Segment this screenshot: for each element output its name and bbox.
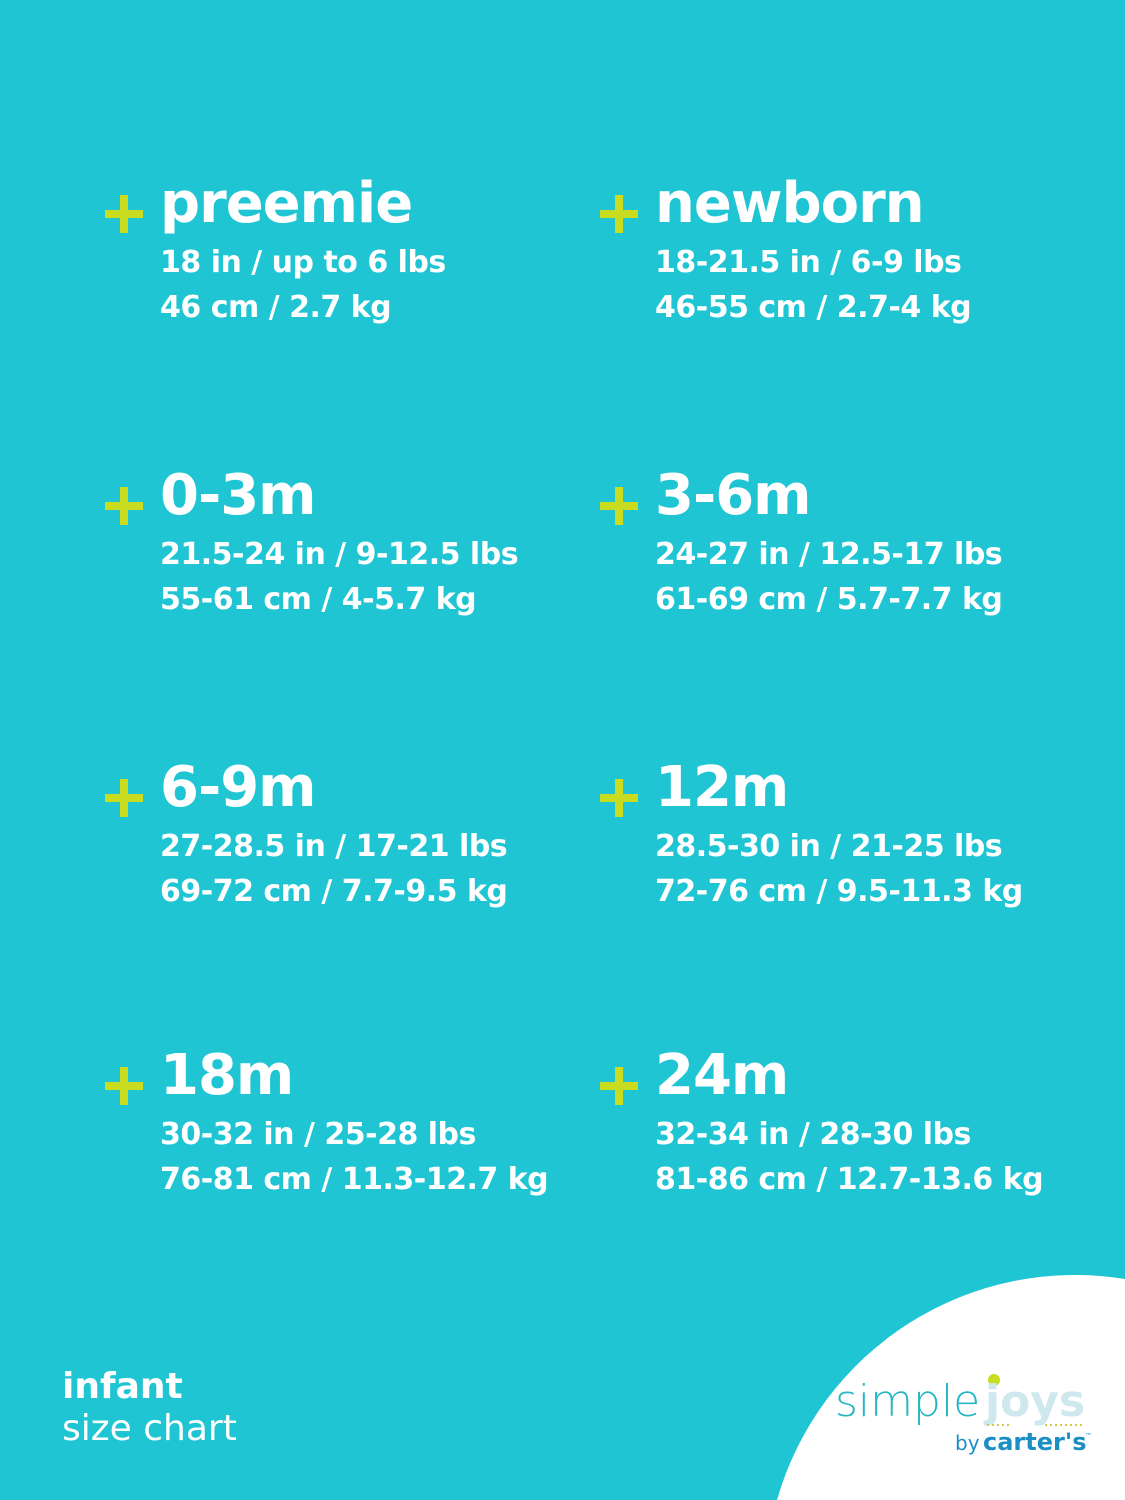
logo-word-simple: simple [835, 1376, 980, 1427]
size-imperial: 24-27 in / 12.5-17 lbs [655, 537, 1003, 572]
chart-label-infant: infant [62, 1366, 183, 1407]
logo-trademark: ™ [1085, 1432, 1092, 1440]
plus-icon [600, 779, 638, 817]
size-metric: 72-76 cm / 9.5-11.3 kg [655, 874, 1023, 909]
size-label: 24m [655, 1043, 789, 1108]
size-metric: 76-81 cm / 11.3-12.7 kg [160, 1162, 549, 1197]
size-imperial: 32-34 in / 28-30 lbs [655, 1117, 971, 1152]
logo-badge-background [777, 1275, 1125, 1500]
logo-by: by [955, 1431, 980, 1455]
size-label: newborn [655, 171, 925, 236]
size-imperial: 30-32 in / 25-28 lbs [160, 1117, 476, 1152]
size-label: 0-3m [160, 463, 317, 528]
plus-icon [105, 1067, 143, 1105]
plus-icon [600, 1067, 638, 1105]
size-metric: 61-69 cm / 5.7-7.7 kg [655, 582, 1003, 617]
size-imperial: 28.5-30 in / 21-25 lbs [655, 829, 1003, 864]
size-imperial: 18 in / up to 6 lbs [160, 245, 446, 280]
size-metric: 46-55 cm / 2.7-4 kg [655, 290, 972, 325]
plus-icon [105, 487, 143, 525]
plus-icon [105, 779, 143, 817]
simple-joys-logo: simple joys by carter's ™ [835, 1374, 1092, 1456]
size-imperial: 21.5-24 in / 9-12.5 lbs [160, 537, 519, 572]
size-imperial: 27-28.5 in / 17-21 lbs [160, 829, 508, 864]
size-metric: 46 cm / 2.7 kg [160, 290, 392, 325]
size-label: 12m [655, 755, 789, 820]
size-metric: 55-61 cm / 4-5.7 kg [160, 582, 477, 617]
size-metric: 69-72 cm / 7.7-9.5 kg [160, 874, 508, 909]
size-label: 18m [160, 1043, 294, 1108]
logo-brand-carters: carter's [983, 1428, 1086, 1456]
size-label: preemie [160, 171, 413, 236]
chart-label-size-chart: size chart [62, 1408, 237, 1449]
size-imperial: 18-21.5 in / 6-9 lbs [655, 245, 962, 280]
logo-dot [988, 1374, 1000, 1386]
plus-icon [105, 195, 143, 233]
plus-icon [600, 195, 638, 233]
plus-icon [600, 487, 638, 525]
logo-word-joys: joys [983, 1376, 1085, 1427]
size-label: 6-9m [160, 755, 317, 820]
size-label: 3-6m [655, 463, 812, 528]
size-metric: 81-86 cm / 12.7-13.6 kg [655, 1162, 1044, 1197]
